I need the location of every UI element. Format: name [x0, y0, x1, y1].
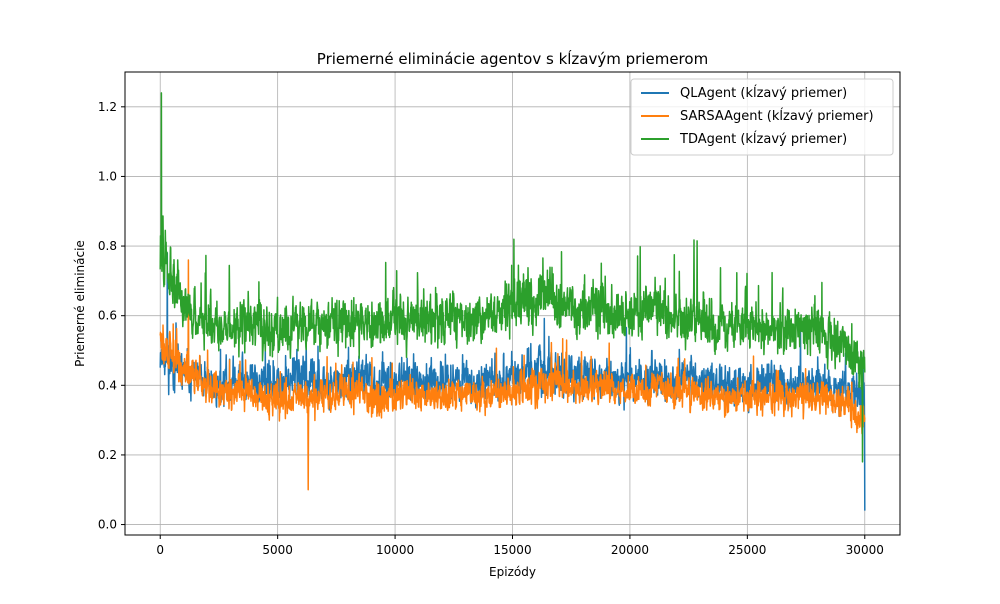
legend-label-tdagent: TDAgent (kĺzavý priemer): [679, 131, 847, 147]
x-tick-label: 20000: [611, 543, 649, 557]
y-tick-label: 1.2: [98, 100, 117, 114]
y-axis-ticks: 0.0 0.2 0.4 0.6 0.8 1.0 1.2: [98, 100, 125, 532]
x-tick-label: 30000: [846, 543, 884, 557]
chart-title: Priemerné eliminácie agentov s kĺzavým p…: [317, 49, 708, 68]
x-axis-ticks: 0 5000 10000 15000 20000 25000 30000: [156, 535, 884, 557]
series-line-sarsaagent: [159, 259, 866, 491]
series-line-tdagent: [159, 92, 866, 463]
y-tick-label: 0.8: [98, 239, 117, 253]
x-tick-label: 0: [156, 543, 164, 557]
x-axis-label: Epizódy: [489, 565, 536, 579]
y-tick-label: 0.6: [98, 309, 117, 323]
plot-series: [159, 92, 866, 511]
x-tick-label: 15000: [493, 543, 531, 557]
chart-legend: QLAgent (kĺzavý priemer) SARSAAgent (kĺz…: [630, 78, 894, 156]
legend-label-qlagent: QLAgent (kĺzavý priemer): [680, 85, 847, 101]
legend-label-sarsaagent: SARSAAgent (kĺzavý priemer): [680, 108, 874, 124]
legend-box: [630, 78, 894, 156]
x-tick-label: 10000: [376, 543, 414, 557]
x-tick-label: 25000: [728, 543, 766, 557]
y-tick-label: 1.0: [98, 169, 117, 183]
x-tick-label: 5000: [262, 543, 293, 557]
y-tick-label: 0.4: [98, 378, 117, 392]
y-axis-label: Priemerné eliminácie: [73, 240, 87, 367]
y-tick-label: 0.0: [98, 518, 117, 532]
y-tick-label: 0.2: [98, 448, 117, 462]
